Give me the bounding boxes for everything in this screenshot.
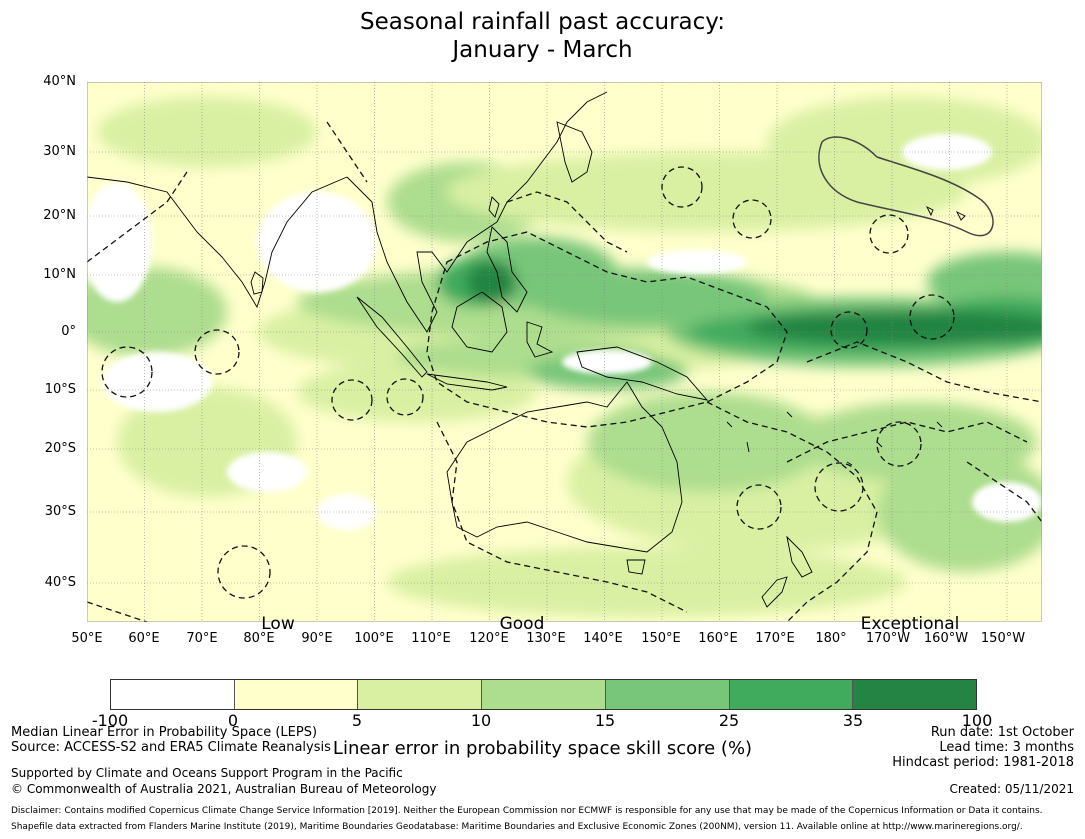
- colorbar-tick: 25: [718, 711, 740, 730]
- colorbar-segment-5: [729, 680, 854, 709]
- category-good-label: Good: [499, 614, 545, 634]
- lon-label-50e: 50°E: [71, 631, 103, 646]
- lat-label-40n: 40°N: [43, 74, 76, 89]
- lon-label-160e: 160°E: [698, 631, 738, 646]
- created-date: Created: 05/11/2021: [949, 782, 1074, 796]
- lon-label-70e: 70°E: [186, 631, 218, 646]
- colorbar-tick: 0: [227, 711, 239, 730]
- lon-label-170w: 170°W: [865, 631, 911, 646]
- lat-label-30s: 30°S: [44, 504, 76, 519]
- category-low-label: Low: [261, 614, 295, 634]
- colorbar-title: Linear error in probability space skill …: [332, 738, 753, 759]
- data-source: Source: ACCESS-S2 and ERA5 Climate Reana…: [11, 740, 331, 755]
- map-border: [87, 82, 1042, 622]
- lon-label-80e: 80°E: [243, 631, 275, 646]
- lat-label-30n: 30°N: [43, 144, 76, 159]
- lon-label-150w: 150°W: [980, 631, 1026, 646]
- lat-label-40s: 40°S: [44, 575, 76, 590]
- colorbar-tick: 35: [842, 711, 864, 730]
- lon-label-60e: 60°E: [128, 631, 160, 646]
- lon-label-90e: 90°E: [301, 631, 333, 646]
- map-title-line2: January - March: [452, 37, 633, 63]
- colorbar-segment-6: [853, 680, 977, 709]
- colorbar-tick: 5: [351, 711, 363, 730]
- skill-map-svg: [87, 82, 1042, 622]
- map-title: Seasonal rainfall past accuracy: January…: [0, 8, 1085, 64]
- category-exceptional-label: Exceptional: [860, 614, 960, 634]
- lead-time: Lead time: 3 months: [939, 740, 1074, 755]
- lat-label-20s: 20°S: [44, 441, 76, 456]
- shapefile-credit: Shapefile data extracted from Flanders M…: [11, 822, 1023, 832]
- lon-label-110e: 110°E: [411, 631, 451, 646]
- lat-label-10s: 10°S: [44, 382, 76, 397]
- hindcast-period: Hindcast period: 1981-2018: [892, 755, 1074, 770]
- lon-label-130e: 130°E: [526, 631, 566, 646]
- hawaii-eez-outline: [818, 136, 994, 237]
- skill-map: [87, 82, 1042, 622]
- colorbar-segment-1: [234, 680, 359, 709]
- colorbar-segment-4: [605, 680, 730, 709]
- colorbar-tick: 100: [961, 711, 993, 730]
- map-title-line1: Seasonal rainfall past accuracy:: [360, 9, 725, 35]
- graticule: [87, 82, 1042, 622]
- lat-label-equator: 0°: [61, 324, 76, 339]
- lon-label-170e: 170°E: [755, 631, 795, 646]
- support-credit: Supported by Climate and Oceans Support …: [11, 766, 403, 780]
- lon-label-120e: 120°E: [469, 631, 509, 646]
- eez-boundaries: [87, 121, 1042, 622]
- lat-label-20n: 20°N: [43, 208, 76, 223]
- lon-label-150e: 150°E: [641, 631, 681, 646]
- disclaimer: Disclaimer: Contains modified Copernicus…: [11, 806, 1043, 816]
- coastlines: [87, 91, 966, 608]
- lon-label-160w: 160°W: [923, 631, 969, 646]
- colorbar-segment-0: [111, 680, 235, 709]
- lon-label-140e: 140°E: [583, 631, 623, 646]
- lat-label-10n: 10°N: [43, 267, 76, 282]
- colorbar-tick: 15: [594, 711, 616, 730]
- colorbar-tick: 10: [470, 711, 492, 730]
- lon-label-100e: 100°E: [354, 631, 394, 646]
- copyright: © Commonwealth of Australia 2021, Austra…: [11, 782, 437, 796]
- lon-label-180: 180°: [815, 631, 847, 646]
- legend-colorbar: [110, 679, 977, 710]
- run-date: Run date: 1st October: [930, 725, 1074, 740]
- colorbar-tick: -100: [91, 711, 129, 730]
- colorbar-segment-3: [482, 680, 606, 709]
- leps-description: Median Linear Error in Probability Space…: [11, 725, 318, 740]
- colorbar-segment-2: [358, 680, 483, 709]
